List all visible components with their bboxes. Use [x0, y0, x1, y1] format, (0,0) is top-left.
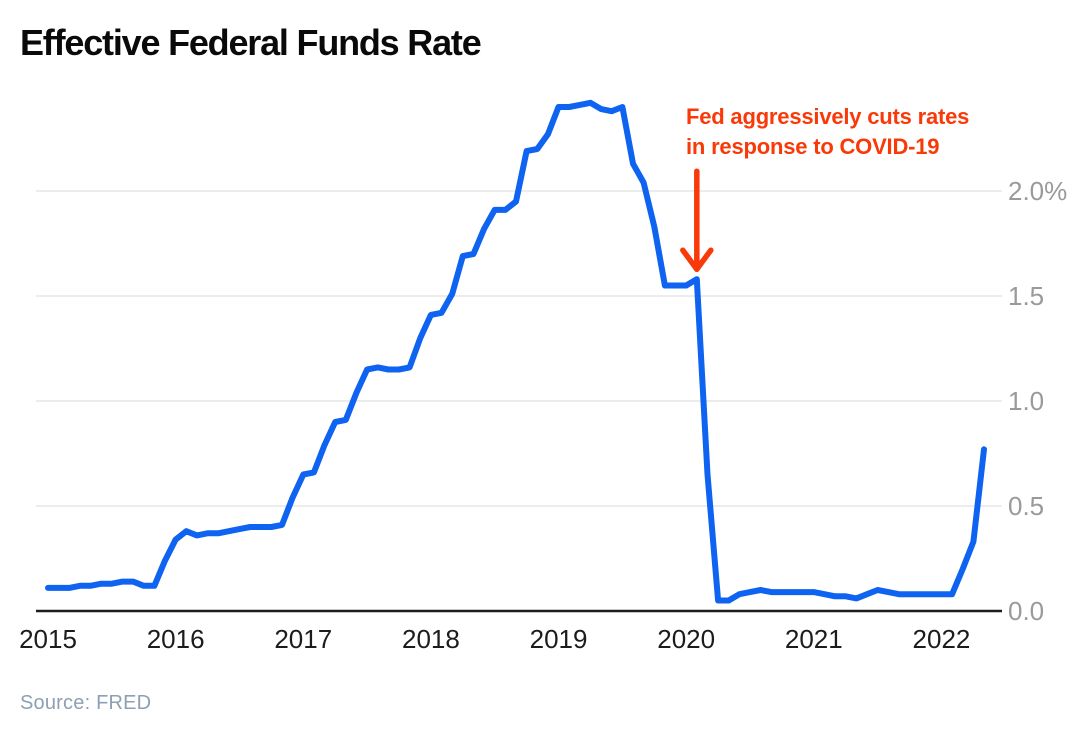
- x-axis-label: 2018: [402, 624, 460, 654]
- x-axis-labels: 2015 2016 2017 2018 2019 2020 2021 2022: [19, 624, 970, 654]
- x-axis-label: 2016: [147, 624, 205, 654]
- x-axis-label: 2015: [19, 624, 77, 654]
- chart-title: Effective Federal Funds Rate: [20, 22, 482, 63]
- x-axis-label: 2017: [274, 624, 332, 654]
- annotation-line2: in response to COVID-19: [686, 134, 940, 159]
- y-axis-labels: 0.0 0.5 1.0 1.5 2.0%: [1008, 176, 1067, 626]
- rate-line: [45, 99, 987, 604]
- arrow-head-right: [694, 247, 714, 272]
- annotation-callout: Fed aggressively cuts rates in response …: [686, 102, 969, 162]
- x-axis-label: 2021: [785, 624, 843, 654]
- y-axis-label: 2.0%: [1008, 176, 1067, 206]
- gridlines: [36, 190, 1002, 613]
- source-note: Source: FRED: [20, 692, 152, 714]
- arrow-head-left: [680, 247, 700, 272]
- annotation-line1: Fed aggressively cuts rates: [686, 104, 970, 129]
- x-axis-label: 2022: [913, 624, 971, 654]
- y-axis-label: 1.5: [1008, 281, 1044, 311]
- x-axis-label: 2020: [657, 624, 715, 654]
- y-axis-label: 1.0: [1008, 386, 1044, 416]
- annotation-arrow: [680, 168, 714, 272]
- y-axis-label: 0.0: [1008, 596, 1044, 626]
- y-axis-label: 0.5: [1008, 491, 1044, 521]
- x-axis-label: 2019: [530, 624, 588, 654]
